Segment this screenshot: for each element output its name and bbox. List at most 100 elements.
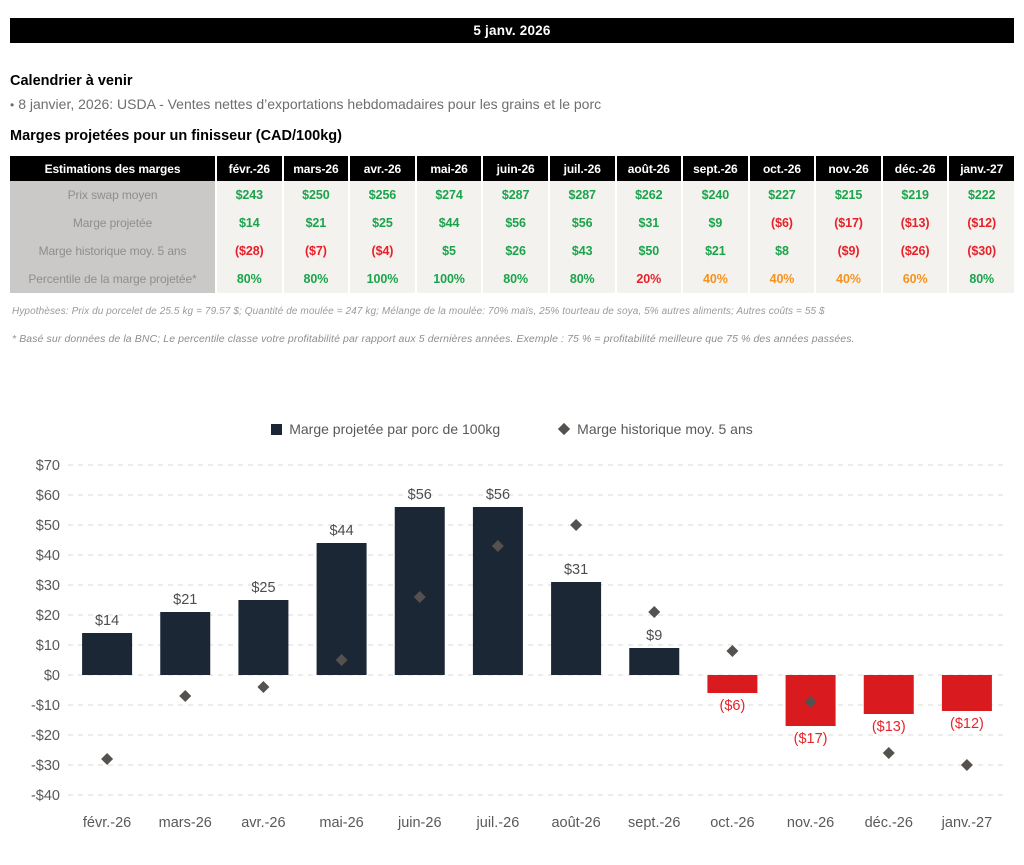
margins-table: Estimations des marges févr.-26 mars-26 avr… [10,156,1014,293]
table-cell: 80% [949,265,1014,293]
legend-item-projected-margin: Marge projetée par porc de 100kg [271,421,500,437]
bar-value-label: $56 [408,487,432,503]
table-cell: 80% [483,265,548,293]
report-date: 5 janv. 2026 [473,23,551,38]
y-tick-label: -$10 [31,698,60,714]
table-cell: ($7) [283,237,349,265]
table-cell: 100% [350,265,415,293]
bar-janv.-27 [941,675,992,711]
legend-label-projected: Marge projetée par porc de 100kg [289,421,501,437]
y-tick-label: $40 [36,548,60,564]
bar-value-label: ($12) [950,716,984,732]
table-cell: 40% [683,265,748,293]
table-cell: ($13) [882,209,948,237]
calendar-item: • 8 janvier, 2026: USDA - Ventes nettes d… [10,96,1014,112]
bar-mai-26 [316,543,367,675]
percentile-footnote: * Basé sur données de la BNC; Le percent… [12,333,855,345]
bar-value-label: $25 [251,580,275,596]
bar-juil.-26 [472,507,523,675]
table-cell: 100% [416,265,482,293]
x-tick-label: sept.-26 [628,815,680,831]
table-cell: $8 [749,237,815,265]
table-header-month: janv.-27 [949,156,1014,181]
table-cell: 80% [217,265,282,293]
table-cell: $50 [616,237,682,265]
bar-déc.-26 [863,675,914,714]
bar-value-label: $31 [564,562,588,578]
bar-value-label: $21 [173,592,197,608]
table-cell: 40% [816,265,881,293]
table-header-month: sept.-26 [683,156,748,181]
table-header-month: mai-26 [416,156,482,181]
x-tick-label: oct.-26 [710,815,754,831]
table-cell: $43 [549,237,615,265]
table-cell: $5 [416,237,482,265]
margin-chart: $70 $60 $50 $40 $30 $20 $10 $0 -$10 -$20 -$30 -$40 $… [10,443,1014,850]
table-cell: ($17) [816,209,881,237]
table-cell: $287 [549,181,615,209]
table-cell: ($28) [217,237,282,265]
table-cell: $222 [949,181,1014,209]
bar-value-label: ($13) [872,719,906,735]
x-tick-label: mars-26 [159,815,212,831]
report-date-banner: 5 janv. 2026 [10,18,1014,43]
table-header-month: mars-26 [283,156,349,181]
table-cell: $250 [283,181,349,209]
x-tick-label: févr.-26 [83,815,131,831]
table-cell: ($4) [350,237,415,265]
table-cell: 40% [749,265,815,293]
diamond-marker-août-26 [570,519,583,531]
table-header-month: nov.-26 [816,156,881,181]
hypotheses-note: Hypothèses: Prix du porcelet de 25.5 kg … [12,306,825,317]
y-tick-label: $70 [36,458,60,474]
y-tick-label: $10 [36,638,60,654]
x-tick-label: août-26 [551,815,600,831]
table-header-month: août-26 [616,156,682,181]
x-tick-label: juil.-26 [476,815,520,831]
bar-value-label: ($6) [720,698,746,714]
table-row-label: Marge historique moy. 5 ans [10,237,215,265]
legend-item-historical-margin: Marge historique moy. 5 ans [558,421,753,437]
diamond-marker-juil.-26 [491,540,504,552]
table-cell: $14 [217,209,282,237]
diamond-marker-déc.-26 [882,747,895,759]
diamond-marker-mars-26 [179,690,192,702]
table-cell: $227 [749,181,815,209]
y-tick-label: -$20 [31,728,60,744]
table-cell: $21 [683,237,748,265]
table-cell: ($9) [816,237,881,265]
diamond-marker-avr.-26 [257,681,270,693]
bar-mars-26 [160,612,211,675]
table-cell: $287 [483,181,548,209]
table-cell: $240 [683,181,748,209]
table-cell: 80% [283,265,349,293]
calendar-item-text: 8 janvier, 2026: USDA - Ventes nettes d’… [18,96,602,112]
table-header-month: juil.-26 [549,156,615,181]
table-header-month: juin-26 [483,156,548,181]
bar-oct.-26 [707,675,758,693]
y-tick-label: -$30 [31,758,60,774]
table-cell: 20% [616,265,682,293]
table-row-label: Prix swap moyen [10,181,215,209]
x-tick-label: avr.-26 [241,815,285,831]
table-cell: $256 [350,181,415,209]
legend-label-historical: Marge historique moy. 5 ans [577,421,753,437]
table-cell: $56 [549,209,615,237]
diamond-marker-oct.-26 [726,645,739,657]
bar-août-26 [551,582,602,675]
table-cell: $274 [416,181,482,209]
table-cell: $243 [217,181,282,209]
x-tick-label: juin-26 [397,815,442,831]
bullet-icon: • [10,98,15,112]
bar-avr.-26 [238,600,289,675]
margins-section-title: Marges projetées pour un finisseur (CAD/… [10,128,342,144]
x-tick-label: nov.-26 [787,815,834,831]
table-cell: $44 [416,209,482,237]
bar-value-label: $56 [486,487,510,503]
y-tick-label: $30 [36,578,60,594]
bar-févr.-26 [82,633,133,675]
table-header-month: févr.-26 [217,156,282,181]
table-cell: $215 [816,181,881,209]
table-cell: $219 [882,181,948,209]
bar-series-swatch-icon [271,423,283,435]
